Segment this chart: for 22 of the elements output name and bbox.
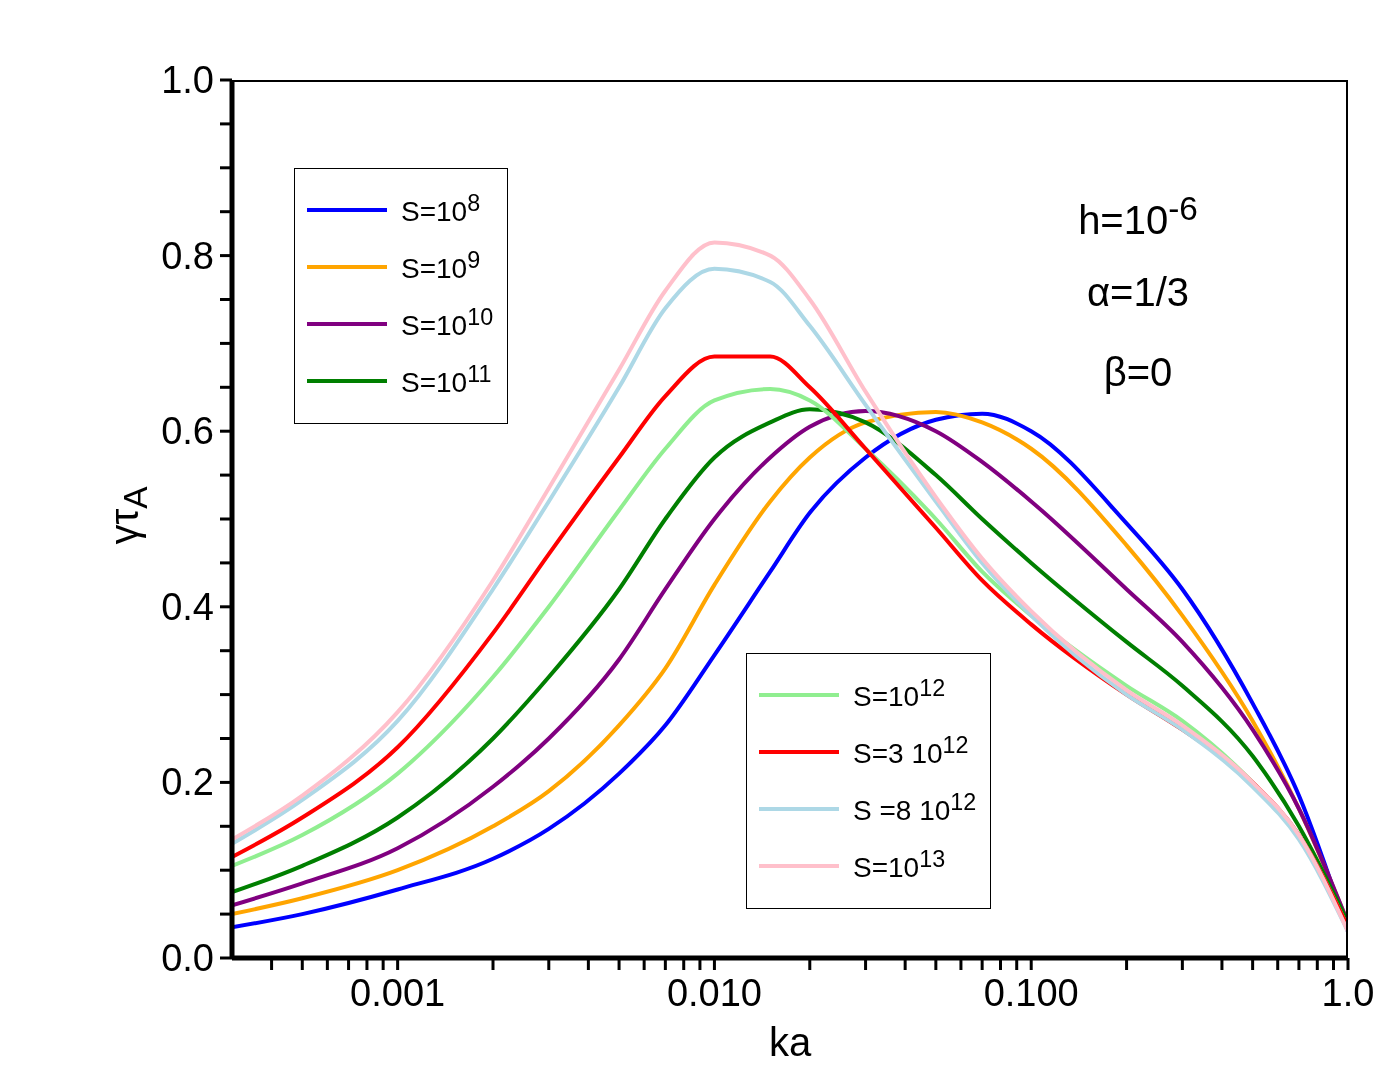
annotation: h=10$^{-6}$	[1078, 190, 1198, 243]
y-tick-label: 0.8	[161, 234, 214, 277]
legend-label: S=3 10$^{12}$	[853, 732, 969, 771]
legend-label: S=10$^{13}$	[853, 846, 946, 885]
x-tick-label: 1.0	[1321, 972, 1375, 1014]
annotation: α=1/3	[1086, 270, 1190, 314]
legend-label: S=10$^{12}$	[853, 675, 946, 714]
legend-label: S=10$^{8}$	[401, 190, 481, 229]
x-tick-label: 0.001	[350, 972, 446, 1014]
legend-label: S=10$^{9}$	[401, 247, 481, 286]
annotation: β=0	[1103, 350, 1173, 394]
y-tick-label: 0.4	[161, 585, 214, 628]
legend-label: S=10$^{11}$	[401, 361, 492, 400]
y-tick-label: 1.0	[161, 59, 214, 101]
legend-label: S=10$^{10}$	[401, 304, 494, 343]
y-tick-label: 0.2	[161, 761, 214, 804]
x-tick-label: 0.100	[983, 972, 1079, 1014]
legend-label: S =8 10$^{12}$	[853, 789, 977, 828]
y-tick-label: 0.6	[161, 410, 214, 453]
y-tick-label: 0.0	[161, 937, 214, 979]
x-axis-title: ka	[768, 1020, 812, 1064]
x-tick-label: 0.010	[666, 972, 762, 1014]
